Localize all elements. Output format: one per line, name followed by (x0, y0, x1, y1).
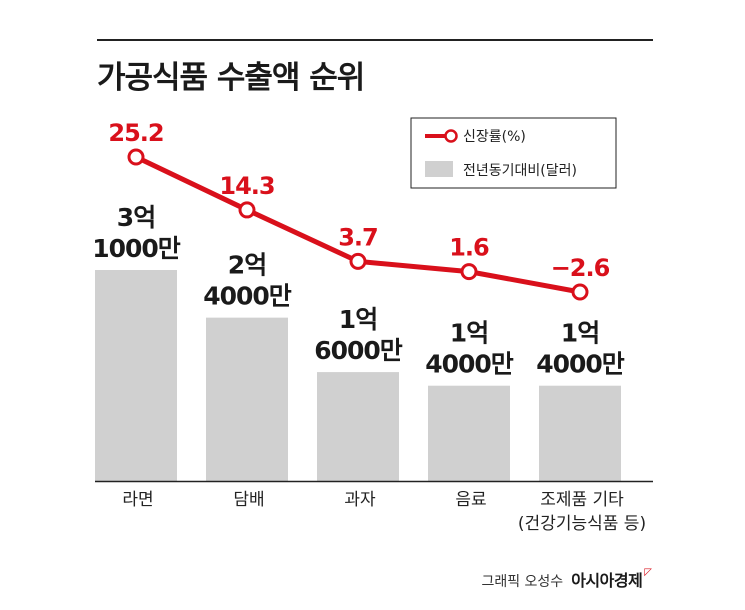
bar-label-2-line-1: 6000만 (314, 336, 403, 365)
bar-label-4-line-0: 1억 (561, 319, 599, 348)
bar-label-3-line-1: 4000만 (425, 350, 514, 379)
category-label-1: 담배 (233, 490, 264, 510)
bar-label-0-line-1: 1000만 (92, 234, 181, 263)
rate-label-2: 3.7 (338, 223, 378, 251)
legend-line-marker (444, 129, 458, 143)
bar-label-1-line-1: 4000만 (203, 282, 292, 311)
line-layer: 25.2 14.3 3.7 1.6 −2.6 (108, 119, 611, 301)
rate-label-1: 14.3 (219, 172, 274, 200)
chart-title: 가공식품 수출액 순위 (97, 60, 365, 96)
rate-marker-1 (238, 201, 256, 219)
category-label-3: 음료 (455, 490, 486, 510)
bar-1 (206, 317, 288, 481)
bar-label-2: 1억 6000만 (314, 305, 403, 365)
rate-label-4: −2.6 (551, 254, 610, 282)
bar-2 (317, 372, 399, 481)
legend-bar-swatch (425, 161, 453, 177)
bar-label-1: 2억 4000만 (203, 251, 292, 311)
bar-label-2-line-0: 1억 (339, 305, 377, 334)
category-label-4-line-1: (건강기능식품 등) (518, 514, 646, 534)
category-label-4-line-0: 조제품 기타 (540, 490, 624, 510)
bar-label-3: 1억 4000만 (425, 319, 514, 379)
category-label-0-line-0: 라면 (122, 490, 153, 510)
bar-label-3-line-0: 1억 (450, 319, 488, 348)
category-label-2: 과자 (344, 490, 376, 510)
bar-label-1-line-0: 2억 (228, 251, 266, 280)
legend: 신장률(%) 전년동기대비(달러) (410, 117, 617, 189)
rate-marker-3 (460, 263, 478, 281)
category-label-2-line-0: 과자 (344, 490, 376, 510)
rate-marker-0 (127, 148, 145, 166)
bar-label-0: 3억 1000만 (92, 203, 181, 263)
bar-label-4-line-1: 4000만 (536, 350, 625, 379)
bar-4 (539, 385, 621, 481)
category-label-3-line-0: 음료 (455, 490, 486, 510)
legend-label-rate: 신장률(%) (463, 129, 526, 145)
bar-label-4: 1억 4000만 (536, 319, 625, 379)
graphic-credit: 그래픽 오성수 (481, 574, 564, 590)
category-label-0: 라면 (122, 490, 153, 510)
axis-layer: 라면 담배 과자 음료 조제품 기타 (건강기능식품 등) (95, 480, 653, 534)
rate-marker-4 (571, 283, 589, 301)
brand-name: 아시아경제 (571, 571, 643, 590)
top-rule (97, 39, 653, 41)
bar-0 (95, 270, 177, 481)
category-label-1-line-0: 담배 (233, 490, 264, 510)
legend-label-amount: 전년동기대비(달러) (463, 163, 577, 179)
category-label-4: 조제품 기타 (건강기능식품 등) (518, 490, 646, 534)
brand-mark-icon: ◸ (644, 567, 652, 578)
rate-label-0: 25.2 (108, 119, 163, 147)
rate-marker-2 (349, 252, 367, 270)
footer: 그래픽 오성수 아시아경제 ◸ (481, 567, 652, 591)
bar-3 (428, 385, 510, 481)
bar-label-0-line-0: 3억 (117, 203, 155, 232)
rate-label-3: 1.6 (449, 234, 489, 262)
